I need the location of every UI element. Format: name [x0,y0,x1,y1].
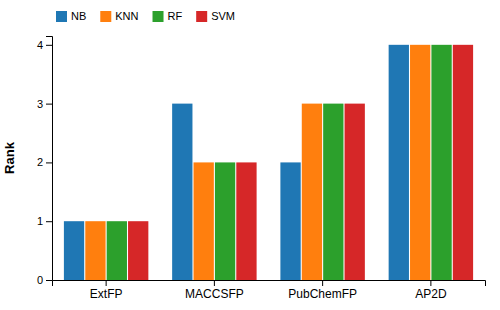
bar-series [107,45,452,280]
tick: PubChemFP [288,280,357,301]
bar [453,45,473,280]
axis-line [46,37,53,281]
chart: 0 1 2 3 4 ExtFP MACCSFP PubChemFP AP2D Rank NB KNN R… [0,0,500,310]
legend-label: NB [71,10,86,22]
bar [128,221,148,280]
tick: 4 [37,39,52,51]
tick-label: ExtFP [90,287,123,301]
tick-mark [106,280,107,286]
legend-label: RF [168,10,183,22]
bar [64,221,84,280]
tick-label: 2 [37,156,43,168]
bar [323,104,343,280]
tick: MACCSFP [185,280,244,301]
bar [302,104,322,280]
tick-mark [46,280,52,281]
tick-label: 0 [37,274,43,286]
bar [194,162,214,280]
tick-mark [322,280,323,286]
tick-label: AP2D [415,287,447,301]
legend-swatch [153,11,164,22]
y-axis: 0 1 2 3 4 [37,37,53,287]
tick: 1 [37,215,52,227]
tick: 0 [37,274,52,286]
bar [236,162,256,280]
legend-swatch [196,11,207,22]
tick-mark [46,162,52,163]
x-axis: ExtFP MACCSFP PubChemFP AP2D [53,280,486,301]
bars [64,45,473,280]
bar [85,221,105,280]
bar [410,45,430,280]
tick-label: 3 [37,98,43,110]
plot: 0 1 2 3 4 ExtFP MACCSFP PubChemFP AP2D [37,37,486,301]
tick-mark [46,221,52,222]
bar-series [85,45,430,280]
tick-mark [214,280,215,286]
legend-item: NB [56,10,86,22]
bar-series [128,45,473,280]
tick-label: MACCSFP [185,287,244,301]
bar [215,162,235,280]
bar [345,104,365,280]
legend-label: KNN [115,10,138,22]
tick-mark [46,104,52,105]
tick-label: 1 [37,215,43,227]
bar [280,162,300,280]
tick: 2 [37,156,52,168]
legend-item: SVM [196,10,235,22]
legend-item: RF [153,10,183,22]
bar [172,104,192,280]
bar [389,45,409,280]
bar [431,45,451,280]
tick-label: PubChemFP [288,287,357,301]
legend-item: KNN [100,10,138,22]
y-axis-title: Rank [2,141,17,174]
tick: ExtFP [90,280,123,301]
legend-swatch [100,11,111,22]
tick-mark [430,280,431,286]
tick-label: 4 [37,39,43,51]
legend-swatch [56,11,67,22]
bar [107,221,127,280]
legend: NB KNN RF SVM [56,10,235,22]
tick-mark [46,45,52,46]
tick: AP2D [415,280,447,301]
axis-line [53,281,486,287]
legend-label: SVM [211,10,235,22]
bar-series [64,45,409,280]
tick: 3 [37,98,52,110]
